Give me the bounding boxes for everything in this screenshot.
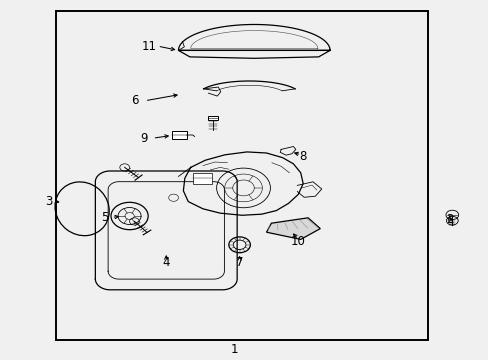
Text: 4: 4 [162,256,170,269]
Text: 9: 9 [140,132,148,145]
Text: 2: 2 [445,213,453,226]
Text: 8: 8 [299,150,306,163]
Text: 1: 1 [230,343,238,356]
Bar [207,116,217,120]
FancyBboxPatch shape [172,131,186,139]
Polygon shape [266,218,320,239]
Text: 5: 5 [101,211,109,224]
Text: 7: 7 [235,256,243,269]
Text: 6: 6 [130,94,138,107]
Text: 3: 3 [45,195,53,208]
Text: 11: 11 [142,40,156,53]
Bar [56,11,427,340]
Text: 10: 10 [290,235,305,248]
Bar [192,173,212,184]
